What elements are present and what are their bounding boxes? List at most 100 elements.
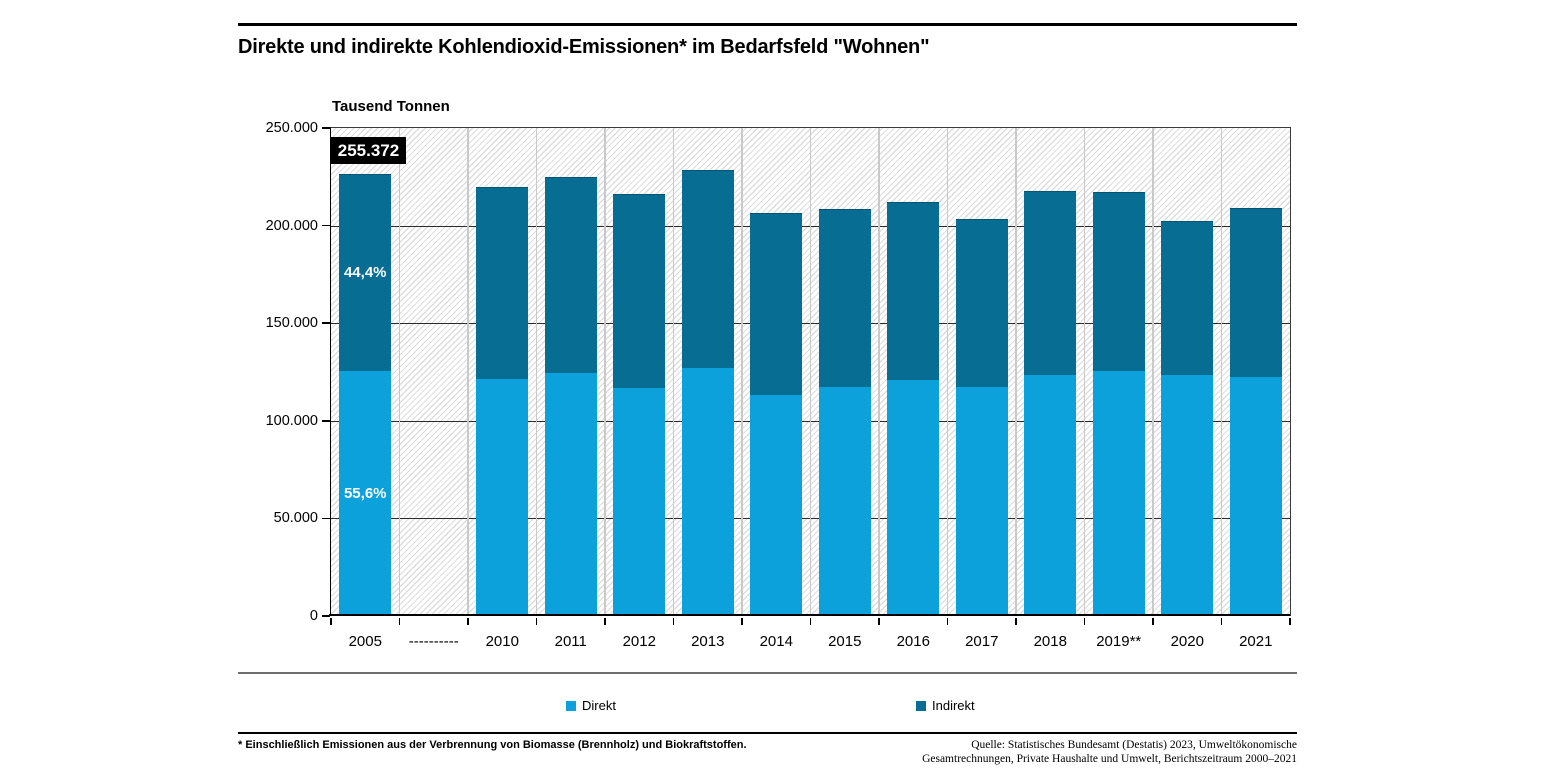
separator-gray [238,672,1297,674]
gridline-vertical [398,128,401,616]
gridline-vertical [1083,128,1086,616]
legend-swatch-direkt [566,701,576,711]
direkt-percent-label: 55,6% [343,484,387,502]
y-axis-tick [322,420,330,422]
source-line-2: Gesamtrechnungen, Private Haushalte und … [922,752,1297,765]
bar-indirekt-2019[interactable] [1092,192,1145,372]
gridline-vertical [604,128,606,616]
bar-direkt-2015[interactable] [818,385,871,616]
gridline-vertical [535,128,538,616]
x-axis-tick [604,618,606,625]
bar-indirekt-2011[interactable] [544,177,597,374]
bar-direkt-2005[interactable] [339,370,392,616]
x-axis-tick-label-2011: 2011 [554,633,587,650]
bar-indirekt-2010[interactable] [476,186,529,379]
y-axis-unit-label: Tausend Tonnen [332,98,450,115]
x-axis-tick [467,618,469,625]
bar-direkt-2013[interactable] [681,366,734,616]
x-axis-tick-label-2014: 2014 [759,633,793,650]
source-note: Quelle: Statistisches Bundesamt (Destati… [737,739,1297,766]
x-axis-tick [946,618,949,625]
x-axis-tick-label-: ---------- [408,633,459,650]
x-axis-tick-label-2018: 2018 [1033,633,1067,650]
value-callout: 255.372 [331,137,406,165]
x-axis-tick-label-2020: 2020 [1170,633,1204,650]
bar-direkt-2010[interactable] [476,377,529,616]
x-axis-tick [1152,618,1154,625]
y-axis-tick [322,224,330,227]
footnote: * Einschließlich Emissionen aus der Verb… [238,739,747,751]
y-axis-tick [322,322,330,324]
legend-label-direkt: Direkt [582,698,616,713]
x-axis-tick [398,618,401,625]
bar-direkt-2017[interactable] [955,386,1008,616]
x-axis-tick [672,618,675,625]
gridline-vertical [1152,128,1154,616]
bar-indirekt-2015[interactable] [818,209,871,387]
y-axis-tick [322,517,330,520]
gridline-vertical [1220,128,1223,616]
x-axis-tick [1015,618,1017,625]
gridline-vertical [946,128,949,616]
x-axis-tick-label-2015: 2015 [828,633,862,650]
x-axis-tick [1289,618,1291,625]
y-axis-tick-label: 50.000 [273,510,318,527]
x-axis-tick [330,618,332,625]
x-axis-tick-label-2013: 2013 [691,633,725,650]
x-axis-tick [809,618,812,625]
x-axis-tick [741,618,743,625]
y-axis-tick-label: 100.000 [265,412,318,429]
bar-direkt-2012[interactable] [613,386,666,616]
bar-indirekt-2018[interactable] [1024,191,1077,375]
gridline-vertical [809,128,812,616]
y-axis-tick-label: 250.000 [265,120,318,136]
x-axis-tick [1083,618,1086,625]
legend-label-indirekt: Indirekt [932,698,975,713]
x-axis-tick-label-2016: 2016 [896,633,930,650]
bar-indirekt-2014[interactable] [750,212,803,396]
bar-indirekt-2005[interactable] [339,174,392,372]
x-axis-line [329,614,1290,616]
legend-item-direkt[interactable]: Direkt [566,698,616,713]
source-line-1: Quelle: Statistisches Bundesamt (Destati… [971,739,1297,751]
bar-indirekt-2013[interactable] [681,170,734,368]
x-axis-tick [878,618,880,625]
x-axis-tick-label-2017: 2017 [965,633,999,650]
bar-indirekt-2017[interactable] [955,219,1008,388]
bar-direkt-2011[interactable] [544,372,597,616]
x-axis-tick-label-2021: 2021 [1239,633,1273,650]
plot-area: 0 50.000 100.000 150.000 200.000 250.000 2005 -… [266,121,1291,650]
x-axis-tick-label-2012: 2012 [622,633,656,650]
y-axis-tick-label: 200.000 [265,217,318,234]
bar-direkt-2019[interactable] [1092,370,1145,616]
gridline-vertical [878,128,880,616]
x-axis-tick-label-2005: 2005 [348,633,382,650]
bar-indirekt-2016[interactable] [887,202,940,380]
indirekt-percent-label: 44,4% [343,264,387,282]
x-axis-tick [1220,618,1223,625]
bar-indirekt-2012[interactable] [613,194,666,388]
y-axis-tick-label: 150.000 [265,315,318,332]
bar-direkt-2016[interactable] [887,378,940,616]
bar-direkt-2020[interactable] [1161,373,1214,616]
legend-swatch-indirekt [916,701,926,711]
legend-item-indirekt[interactable]: Indirekt [916,698,975,713]
bar-indirekt-2021[interactable] [1229,208,1282,377]
gridline-vertical [741,128,743,616]
top-rule [238,23,1297,26]
bar-direkt-2018[interactable] [1024,373,1077,616]
gridline-vertical [1015,128,1017,616]
gridline-vertical [672,128,675,616]
x-axis-tick [535,618,538,625]
x-axis-tick-label-2010: 2010 [485,633,519,650]
y-axis-tick [322,615,330,617]
chart-title: Direkte und indirekte Kohlendioxid-Emiss… [238,36,930,58]
separator-black [238,732,1297,734]
bar-direkt-2021[interactable] [1229,375,1282,616]
bar-indirekt-2020[interactable] [1161,220,1214,375]
y-axis-tick [322,127,330,129]
bar-direkt-2014[interactable] [750,394,803,616]
gridline-vertical [467,128,469,616]
y-axis-tick-label: 0 [309,608,318,624]
